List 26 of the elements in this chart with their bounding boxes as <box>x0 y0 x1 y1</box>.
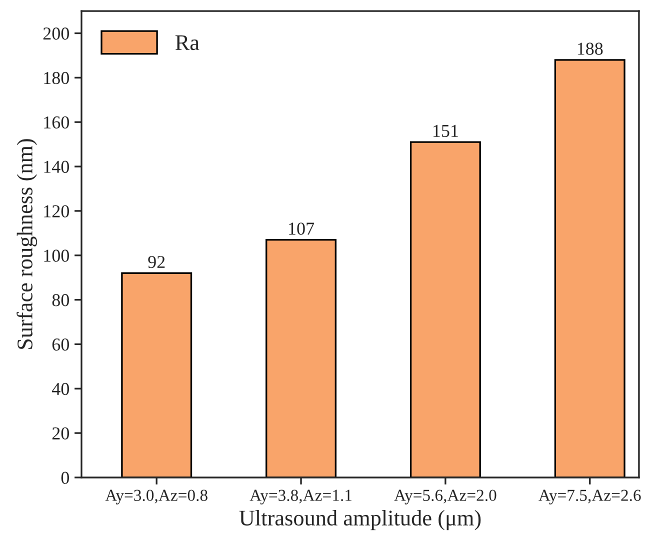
data-label: 188 <box>578 42 603 55</box>
x-tick-label: Ay=5.6,Az=2.0 <box>394 490 496 504</box>
bar <box>554 59 626 478</box>
bar <box>410 141 481 478</box>
y-tick-label: 80 <box>52 294 70 306</box>
bar <box>266 238 337 478</box>
bar <box>121 272 192 478</box>
data-label: 92 <box>148 256 165 268</box>
y-tick-label: 160 <box>44 116 70 129</box>
y-axis-title: Surface roughness (nm) <box>16 139 38 349</box>
y-tick-label: 180 <box>44 72 70 84</box>
y-tick-label: 200 <box>43 28 70 40</box>
y-tick-label: 140 <box>44 160 70 173</box>
x-axis-title: Ultrasound amplitude (μm) <box>239 510 481 530</box>
x-tick-label: Ay=3.8,Az=1.1 <box>250 490 352 504</box>
y-tick-label: 20 <box>52 427 70 440</box>
data-label: 151 <box>433 124 458 138</box>
y-tick-label: 0 <box>61 472 70 484</box>
x-tick-label: Ay=7.5,Az=2.6 <box>538 490 641 504</box>
y-tick-label: 60 <box>52 338 70 351</box>
y-tick-label: 100 <box>44 250 70 262</box>
y-tick-label: 120 <box>44 205 70 218</box>
x-tick-label: Ay=3.0,Az=0.8 <box>105 490 208 504</box>
legend-label: Ra <box>175 35 200 50</box>
data-label: 107 <box>289 222 314 235</box>
y-tick-label: 40 <box>52 382 70 396</box>
